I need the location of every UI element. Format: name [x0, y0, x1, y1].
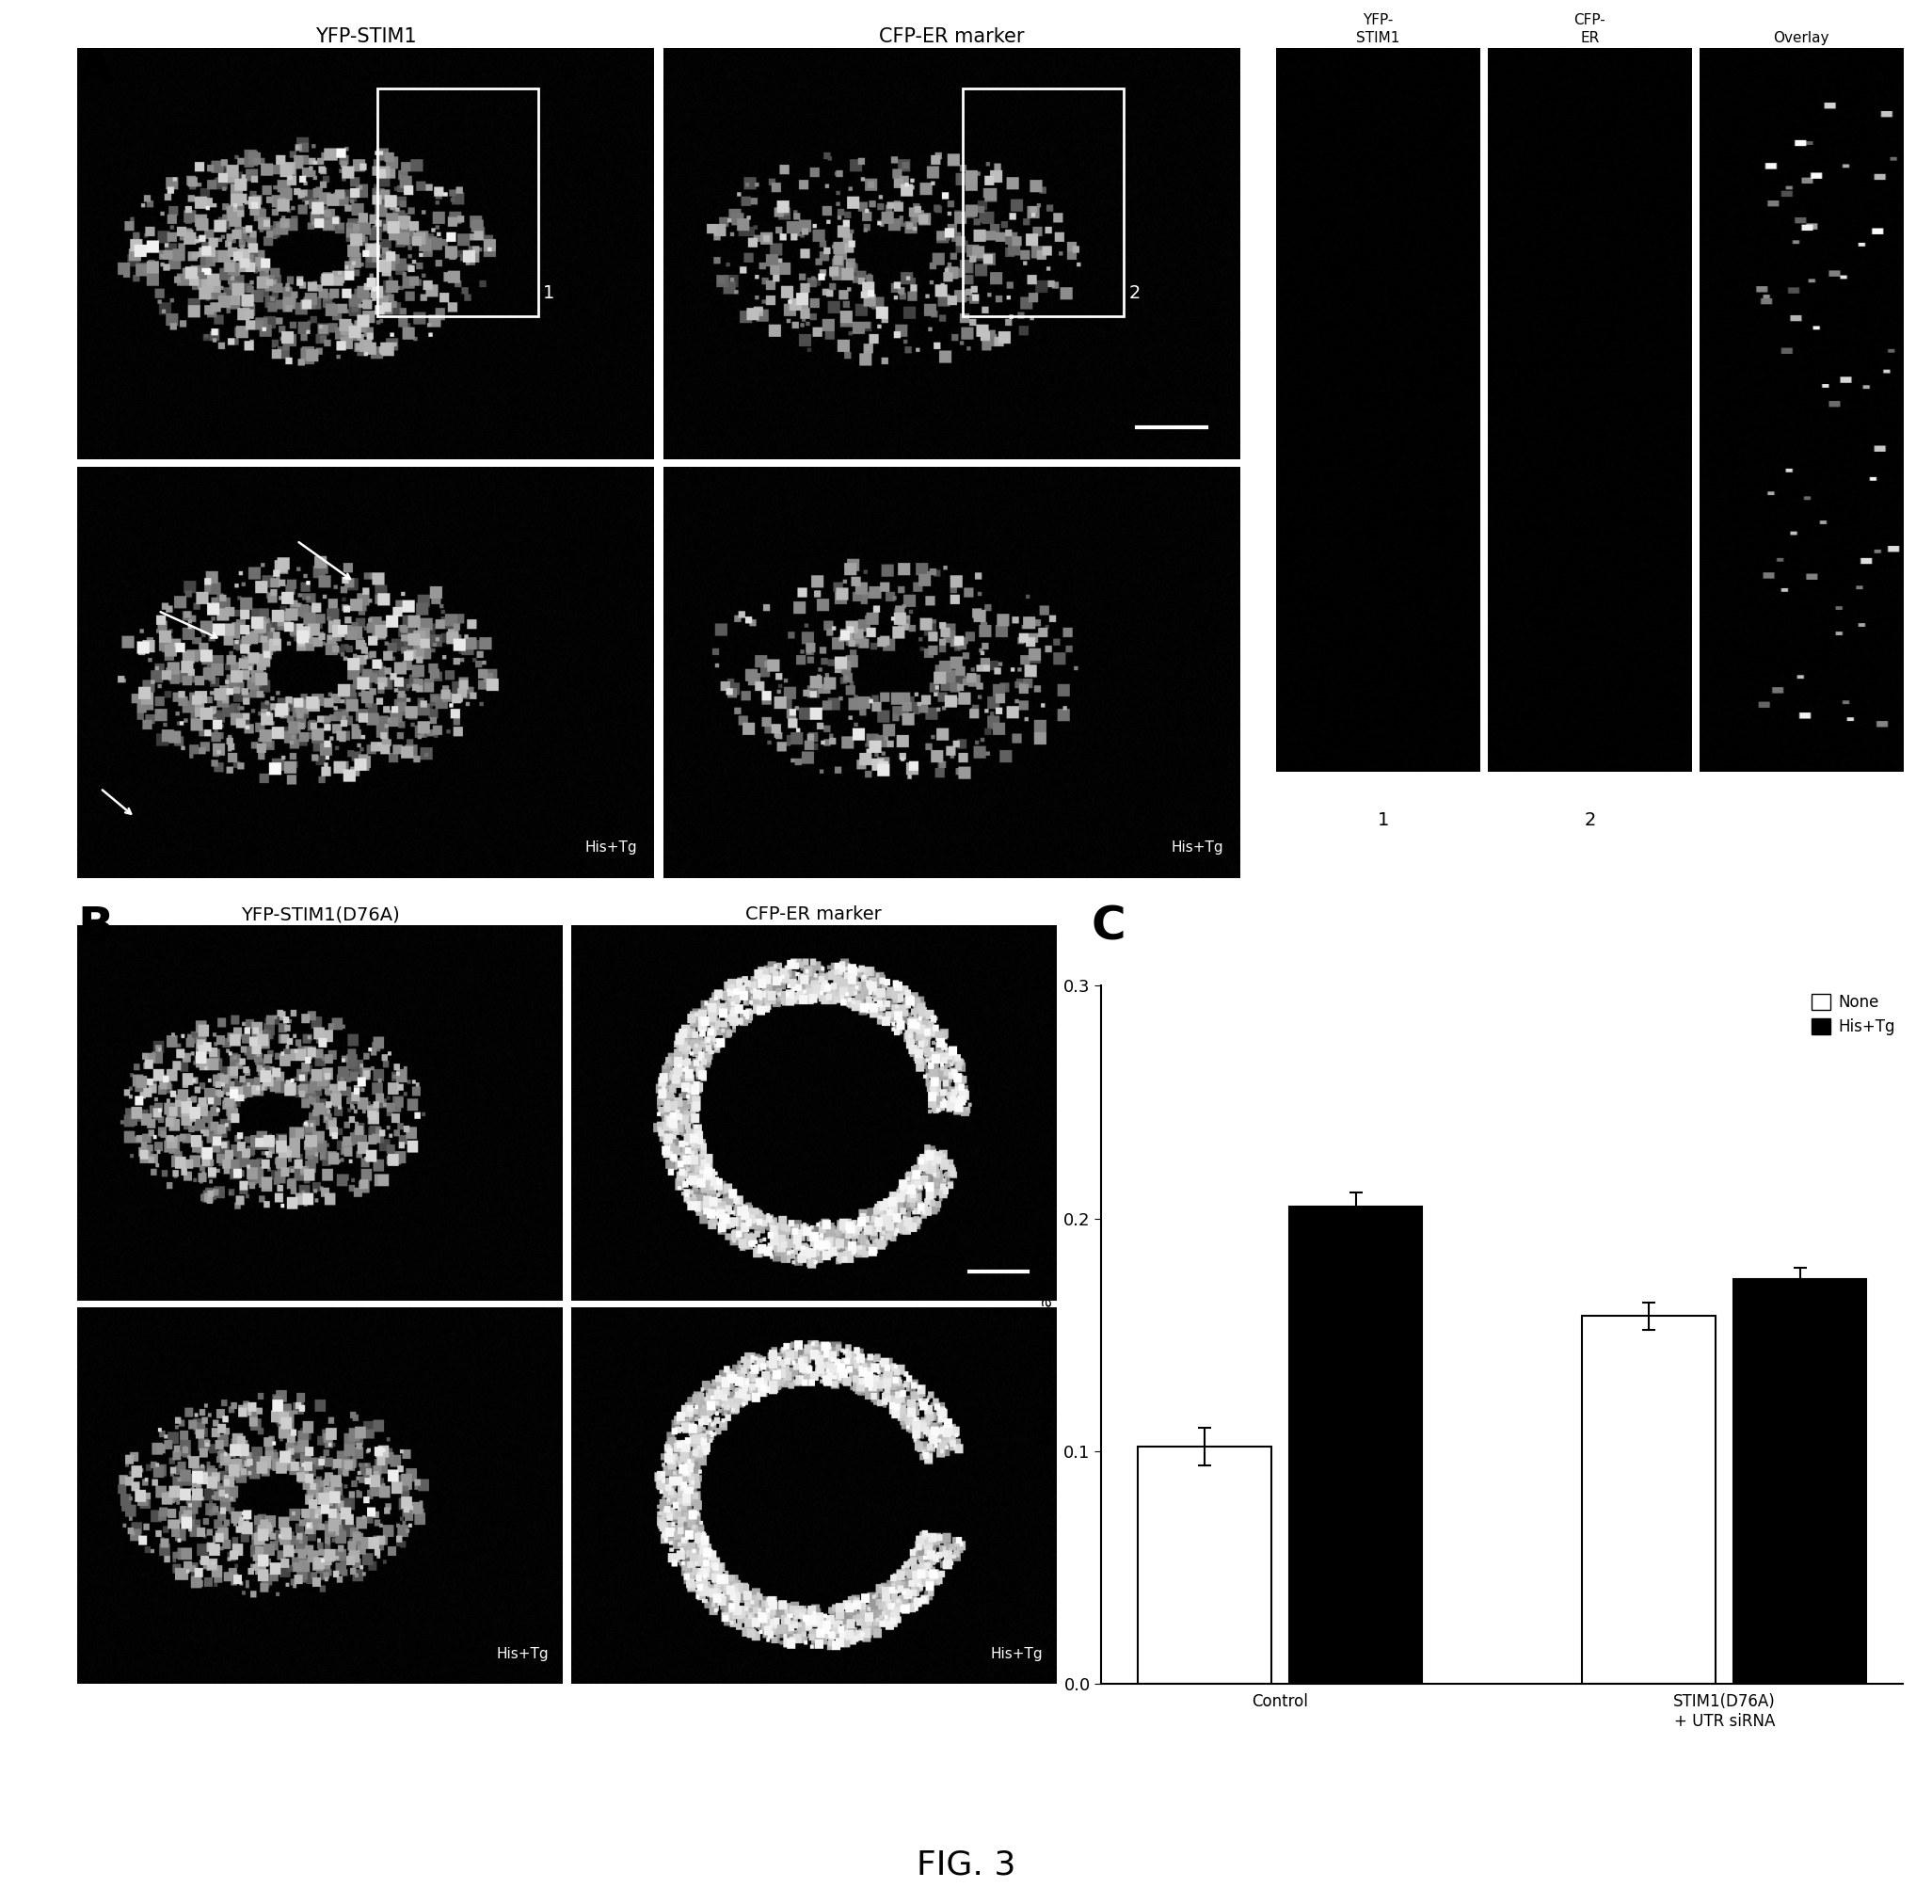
Text: 1: 1: [1378, 811, 1389, 828]
Title: YFP-
STIM1: YFP- STIM1: [1356, 13, 1401, 46]
Title: YFP-STIM1: YFP-STIM1: [315, 27, 417, 46]
Y-axis label: Mn2+ Quchen Rate (ΔF/F): Mn2+ Quchen Rate (ΔF/F): [1039, 1224, 1055, 1445]
Text: His+Tg: His+Tg: [989, 1647, 1043, 1662]
Title: YFP-STIM1(D76A): YFP-STIM1(D76A): [242, 906, 400, 923]
Bar: [1138, 1447, 1271, 1683]
Text: 1: 1: [543, 284, 554, 303]
Text: 2: 2: [1130, 284, 1142, 303]
Title: CFP-ER marker: CFP-ER marker: [746, 906, 883, 923]
Text: FIG. 3: FIG. 3: [916, 1849, 1016, 1881]
Text: A: A: [77, 48, 114, 93]
Title: Overlay: Overlay: [1774, 30, 1830, 46]
Legend: None, His+Tg: None, His+Tg: [1812, 994, 1895, 1036]
Title: CFP-
ER: CFP- ER: [1575, 13, 1605, 46]
Bar: [962, 89, 1124, 316]
Bar: [1289, 1207, 1422, 1683]
Text: His+Tg: His+Tg: [585, 840, 638, 855]
Text: His+Tg: His+Tg: [497, 1647, 549, 1662]
Bar: [1733, 1279, 1866, 1683]
Text: B: B: [77, 904, 114, 950]
Text: C: C: [1092, 904, 1126, 950]
Text: His+Tg: His+Tg: [1171, 840, 1223, 855]
Title: CFP-ER marker: CFP-ER marker: [879, 27, 1024, 46]
Bar: [1582, 1316, 1716, 1683]
Text: 2: 2: [1584, 811, 1596, 828]
Bar: [377, 89, 537, 316]
